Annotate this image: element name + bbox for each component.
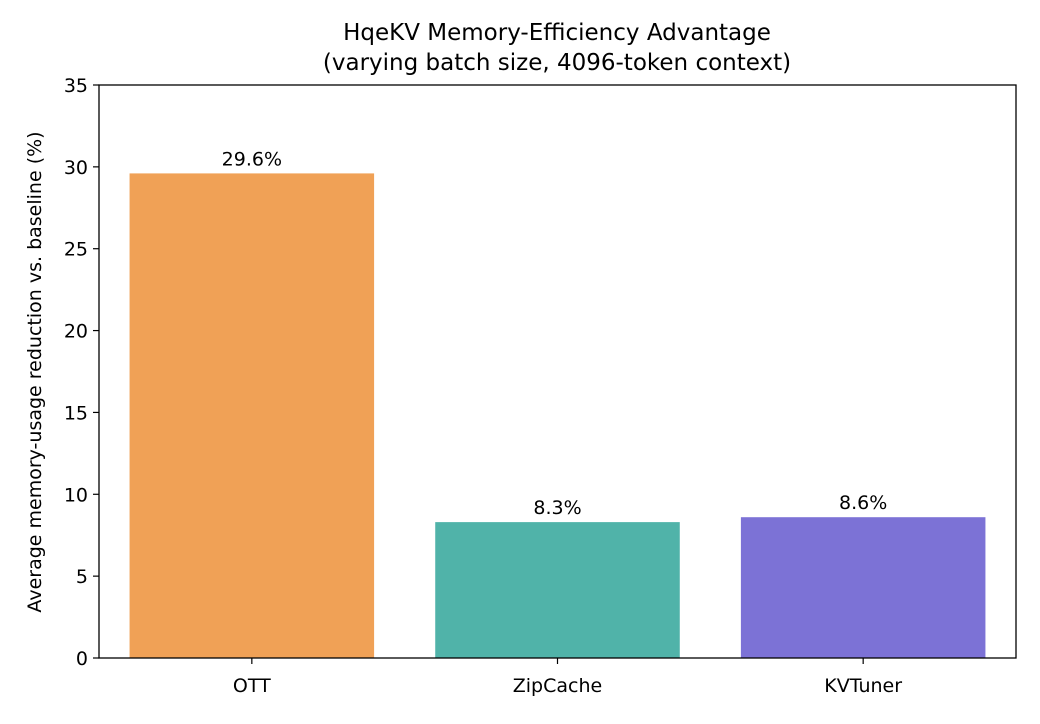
chart-title-line-1: HqeKV Memory-Efficiency Advantage — [343, 20, 771, 46]
plot-frame — [98, 84, 1017, 659]
x-tick-label: KVTuner — [824, 675, 902, 697]
y-tick-label: 25 — [64, 239, 88, 261]
y-axis-label: Average memory-usage reduction vs. basel… — [24, 131, 46, 612]
bar-value-label: 29.6% — [222, 148, 282, 170]
y-tick-label: 5 — [76, 566, 88, 588]
bar-value-label: 8.6% — [839, 492, 887, 514]
bar-kvtuner — [740, 517, 986, 658]
y-tick-label: 30 — [64, 157, 88, 179]
bar-value-label: 8.3% — [533, 497, 581, 519]
y-tick-label: 10 — [64, 484, 88, 506]
y-tick-label: 20 — [64, 321, 88, 343]
y-tick-label: 15 — [64, 402, 88, 424]
bar-ott — [129, 173, 375, 659]
y-tick-label: 35 — [64, 75, 88, 97]
x-tick-label: OTT — [233, 675, 271, 697]
y-tick-label: 0 — [76, 648, 88, 670]
bar-zipcache — [435, 522, 680, 658]
x-tick-label: ZipCache — [513, 675, 602, 697]
chart-title-line-2: (varying batch size, 4096-token context) — [323, 50, 791, 76]
plot-area: 29.6% OTT 8.3% ZipCache 8.6% KVTuner 0 5 10 15 20 2… — [64, 75, 1017, 697]
